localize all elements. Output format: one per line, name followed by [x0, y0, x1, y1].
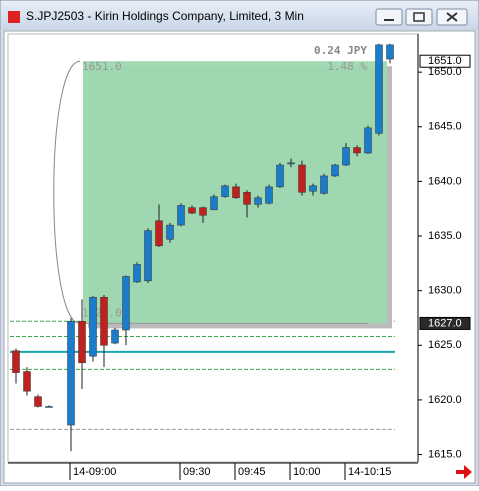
price-label-box — [419, 54, 471, 68]
candle-body — [100, 296, 108, 346]
candle-body — [188, 207, 196, 214]
measure-bracket — [53, 60, 81, 324]
candle-body — [67, 320, 75, 426]
close-icon — [446, 12, 458, 22]
price-label-box — [419, 316, 471, 330]
y-tick-label: 1645.0 — [428, 121, 462, 133]
y-tick-label: 1650.0 — [428, 66, 462, 78]
candle-body — [45, 406, 53, 408]
y-tick-label: 1625.0 — [428, 339, 462, 351]
price-label: 1651.0 — [428, 55, 462, 67]
x-tick-label: 09:45 — [238, 466, 266, 478]
candle-body — [12, 350, 20, 373]
candle-body — [386, 44, 394, 60]
measure-change: 0.24 JPY — [314, 44, 367, 57]
x-tick-label: 14-09:00 — [73, 466, 116, 478]
maximize-button[interactable] — [405, 8, 433, 26]
candle-body — [177, 205, 185, 226]
candle-body — [122, 276, 130, 331]
candle-body — [243, 192, 251, 205]
x-tick-label: 14-10:15 — [348, 466, 391, 478]
app-icon — [8, 11, 20, 23]
candle-body — [199, 207, 207, 216]
x-tick-label: 10:00 — [293, 466, 321, 478]
candle-body — [353, 147, 361, 154]
candle-body — [265, 186, 273, 204]
candle-body — [89, 296, 97, 357]
y-tick-label: 1635.0 — [428, 230, 462, 242]
candle-body — [342, 147, 350, 166]
price-label: 1627.0 — [428, 317, 462, 329]
scroll-arrow[interactable] — [456, 465, 472, 479]
candle-body — [78, 320, 86, 364]
candle-body — [254, 197, 262, 205]
candle-body — [287, 162, 295, 165]
candle-body — [298, 164, 306, 193]
measure-to-label: 1651.0 — [82, 60, 122, 73]
candle-body — [23, 371, 31, 392]
candle-body — [320, 175, 328, 194]
candle-body — [364, 127, 372, 154]
x-tick-label: 09:30 — [183, 466, 211, 478]
candle-body — [232, 186, 240, 199]
candle-body — [133, 264, 141, 283]
candle-body — [144, 230, 152, 282]
candle-body — [166, 224, 174, 240]
candle-body — [331, 164, 339, 177]
y-tick-label: 1630.0 — [428, 285, 462, 297]
window-title: S.JPJ2503 - Kirin Holdings Company, Limi… — [26, 9, 304, 23]
candle-body — [309, 185, 317, 192]
candle-body — [34, 396, 42, 407]
y-tick-label: 1615.0 — [428, 448, 462, 460]
candle-body — [111, 329, 119, 344]
maximize-icon — [413, 12, 425, 22]
candle-body — [210, 196, 218, 211]
candle-body — [221, 185, 229, 197]
candle-body — [276, 164, 284, 188]
candle-body — [155, 220, 163, 247]
measure-pct: 1.48 % — [327, 60, 367, 73]
y-tick-label: 1640.0 — [428, 175, 462, 187]
candle-body — [375, 44, 383, 134]
y-tick-label: 1620.0 — [428, 394, 462, 406]
minimize-button[interactable] — [375, 8, 403, 26]
